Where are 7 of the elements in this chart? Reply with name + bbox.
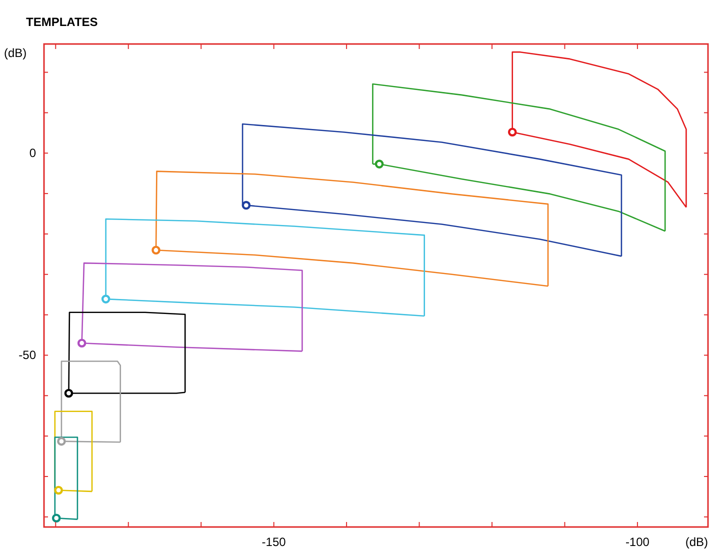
y-axis-title: (dB): [4, 46, 27, 60]
x-tick-label: -150: [262, 535, 286, 549]
y-tick-label: -50: [18, 348, 36, 362]
y-tick-label: 0: [29, 146, 36, 160]
x-axis-title: (dB): [685, 535, 708, 549]
x-tick-label: -100: [625, 535, 650, 549]
chart-title: TEMPLATES: [26, 15, 98, 29]
